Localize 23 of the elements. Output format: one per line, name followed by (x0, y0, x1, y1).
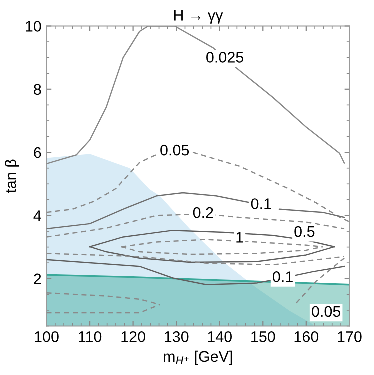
annotation: 0.025 (206, 52, 244, 63)
chart-title: H → γγ (174, 10, 224, 24)
annotation: 0.05 (312, 306, 341, 318)
x-tick-label: 170 (338, 332, 362, 342)
y-tick-label: 10 (26, 21, 42, 32)
x-tick-label: 100 (35, 332, 59, 342)
x-tick-label: 160 (294, 332, 319, 342)
y-tick-label: 6 (34, 147, 42, 158)
annotation: 0.2 (193, 207, 214, 218)
x-tick-label: 120 (122, 332, 146, 342)
x-tick-label: 130 (165, 332, 189, 342)
annotation: 1 (236, 232, 244, 243)
x-axis-title: m$_{H⁺}$ [GeV] (164, 350, 232, 366)
annotation: 0.5 (294, 226, 315, 238)
x-tick-label: 140 (208, 332, 232, 342)
y-tick-label: 8 (34, 84, 42, 96)
annotation: 0.1 (251, 198, 272, 210)
x-tick-label: 110 (79, 332, 102, 342)
y-tick-label: 4 (34, 210, 42, 222)
y-tick-label: 2 (34, 274, 42, 284)
y-axis-title: tan β (5, 160, 20, 194)
annotation: 0.05 (160, 144, 190, 156)
x-tick-label: 150 (252, 332, 276, 342)
